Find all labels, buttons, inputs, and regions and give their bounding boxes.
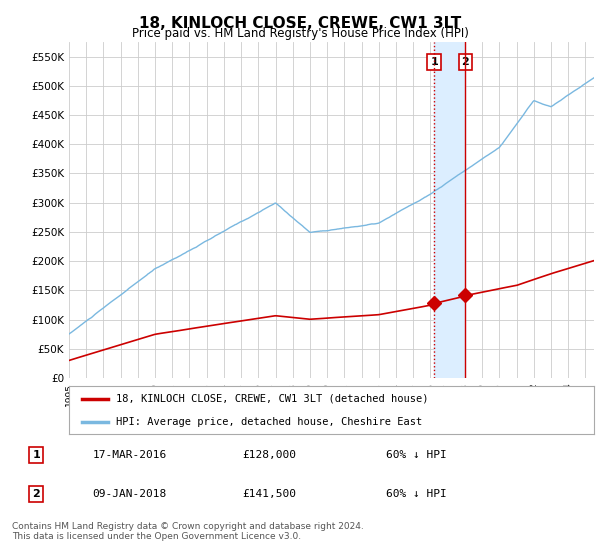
Text: 2: 2 <box>461 57 469 67</box>
Text: 18, KINLOCH CLOSE, CREWE, CW1 3LT (detached house): 18, KINLOCH CLOSE, CREWE, CW1 3LT (detac… <box>116 394 429 404</box>
Text: 1: 1 <box>430 57 438 67</box>
Text: Price paid vs. HM Land Registry's House Price Index (HPI): Price paid vs. HM Land Registry's House … <box>131 27 469 40</box>
Text: £128,000: £128,000 <box>242 450 296 460</box>
Text: 60% ↓ HPI: 60% ↓ HPI <box>386 489 447 498</box>
Text: Contains HM Land Registry data © Crown copyright and database right 2024.
This d: Contains HM Land Registry data © Crown c… <box>12 522 364 542</box>
Text: 1: 1 <box>32 450 40 460</box>
Text: 09-JAN-2018: 09-JAN-2018 <box>92 489 167 498</box>
Text: 2: 2 <box>32 489 40 498</box>
Text: 60% ↓ HPI: 60% ↓ HPI <box>386 450 447 460</box>
Bar <box>434 42 466 378</box>
Text: 17-MAR-2016: 17-MAR-2016 <box>92 450 167 460</box>
Text: 18, KINLOCH CLOSE, CREWE, CW1 3LT: 18, KINLOCH CLOSE, CREWE, CW1 3LT <box>139 16 461 31</box>
Text: HPI: Average price, detached house, Cheshire East: HPI: Average price, detached house, Ches… <box>116 417 422 427</box>
Text: £141,500: £141,500 <box>242 489 296 498</box>
